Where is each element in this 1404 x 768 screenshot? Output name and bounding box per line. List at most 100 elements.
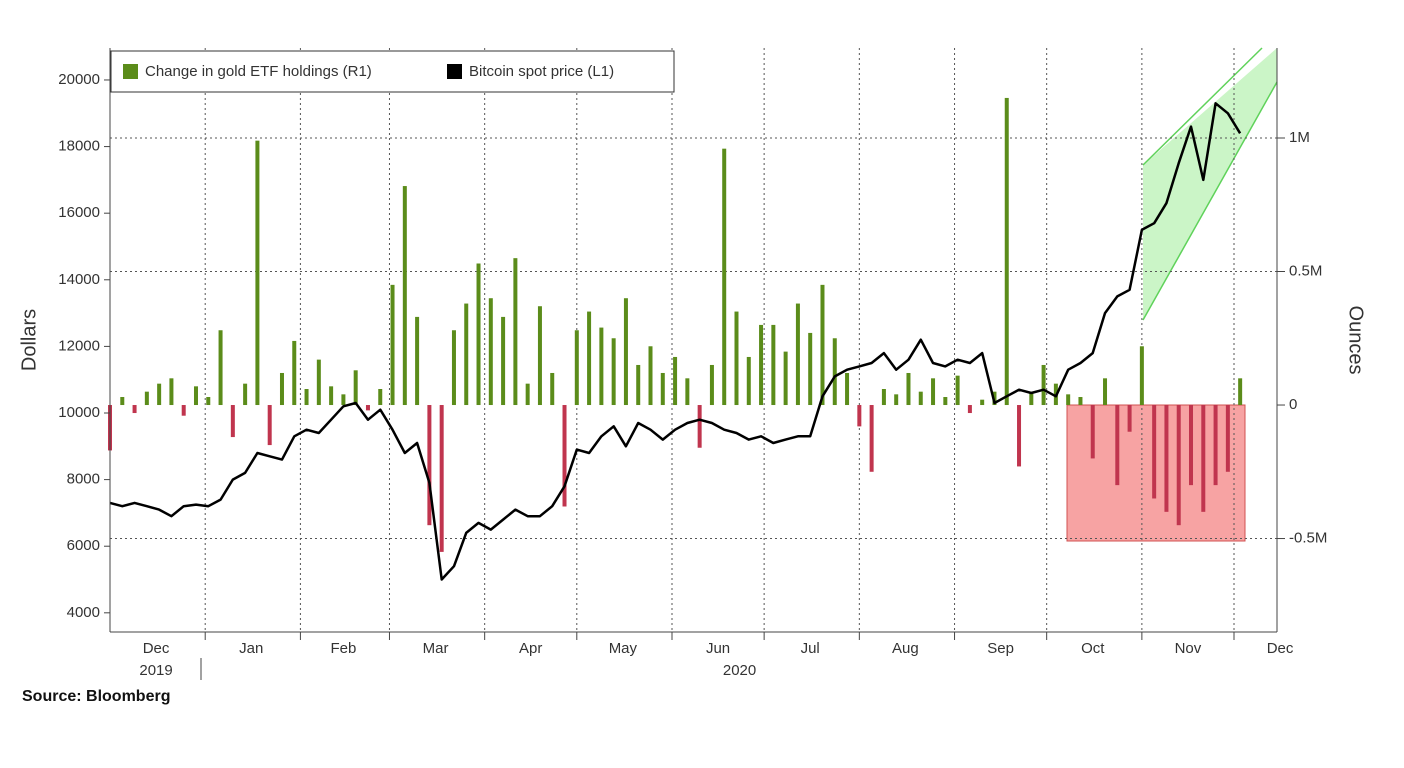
bar	[181, 405, 186, 416]
bar	[759, 324, 764, 406]
bar	[869, 405, 874, 472]
bar	[206, 397, 211, 406]
x-tick-label: Nov	[1175, 640, 1202, 657]
bar	[488, 298, 493, 406]
legend-swatch	[447, 64, 462, 79]
bar	[402, 186, 407, 406]
bar	[1041, 364, 1046, 406]
bar	[623, 298, 628, 406]
bar	[832, 338, 837, 406]
channel-upper	[1142, 47, 1263, 166]
bar	[1017, 405, 1022, 467]
bar	[967, 405, 972, 414]
bar	[144, 391, 149, 406]
bar	[746, 356, 751, 406]
bar	[255, 140, 260, 406]
green-channel	[1143, 48, 1277, 320]
y-tick-label: 4000	[67, 604, 100, 621]
bar	[1189, 405, 1194, 486]
source: Source: Bloomberg	[22, 688, 170, 705]
x-tick-label: Dec	[1267, 640, 1294, 657]
bar	[795, 303, 800, 406]
bar	[464, 303, 469, 406]
bar	[193, 386, 198, 406]
bar	[378, 389, 383, 406]
x-tick-label: Apr	[519, 640, 542, 657]
bar	[1127, 405, 1132, 432]
bar	[771, 324, 776, 406]
bar	[709, 364, 714, 406]
year-label: 2019	[139, 662, 172, 679]
bar	[820, 284, 825, 406]
bar	[427, 405, 432, 526]
bar	[1176, 405, 1181, 526]
bar	[1152, 405, 1157, 499]
bar	[1225, 405, 1230, 472]
bar	[365, 405, 370, 411]
x-tick-label: Dec	[143, 640, 170, 657]
bar	[1115, 405, 1120, 486]
bar	[292, 340, 297, 406]
y2-tick-label: 0	[1289, 396, 1297, 413]
bar	[894, 394, 899, 406]
bar	[648, 346, 653, 406]
bar	[316, 359, 321, 406]
legend-swatch	[123, 64, 138, 79]
bar	[1213, 405, 1218, 486]
bar	[660, 372, 665, 406]
y-tick-label: 12000	[58, 337, 100, 354]
bar	[1090, 405, 1095, 459]
bar	[304, 389, 309, 406]
bar	[451, 330, 456, 406]
bar	[550, 372, 555, 406]
bar	[267, 405, 272, 446]
bar	[697, 405, 702, 448]
y2-tick-label: 1M	[1289, 129, 1310, 146]
plot-area	[108, 48, 1277, 632]
bar	[685, 378, 690, 406]
bar	[636, 364, 641, 406]
x-tick-label: Oct	[1081, 640, 1105, 657]
bar	[513, 258, 518, 406]
bar	[881, 389, 886, 406]
bar	[1201, 405, 1206, 512]
bar	[329, 386, 334, 406]
bar	[132, 405, 137, 414]
bar	[722, 148, 727, 406]
bar	[906, 372, 911, 406]
legend-label: Bitcoin spot price (L1)	[469, 63, 614, 80]
bar	[857, 405, 862, 427]
x-tick-label: Mar	[423, 640, 449, 657]
bar	[783, 351, 788, 406]
x-tick-label: Jul	[801, 640, 820, 657]
y-tick-label: 20000	[58, 71, 100, 88]
x-tick-label: Sep	[987, 640, 1014, 657]
bar	[537, 306, 542, 406]
y-tick-label: 10000	[58, 404, 100, 421]
bar	[980, 399, 985, 406]
bar	[808, 332, 813, 406]
y2-axis-label: Ounces	[1345, 306, 1367, 375]
channel-lower	[1142, 81, 1278, 321]
bar	[587, 311, 592, 406]
bar	[1029, 391, 1034, 406]
legend-label: Change in gold ETF holdings (R1)	[145, 63, 372, 80]
x-tick-label: Feb	[330, 640, 356, 657]
bar	[1139, 346, 1144, 406]
bar	[599, 327, 604, 406]
y2-tick-label: 0.5M	[1289, 262, 1322, 279]
bar	[1103, 378, 1108, 406]
bar	[169, 378, 174, 406]
bar	[1066, 394, 1071, 406]
bar	[574, 330, 579, 406]
bar	[390, 284, 395, 406]
bar	[1004, 97, 1009, 406]
bar	[673, 356, 678, 406]
bar	[931, 378, 936, 406]
bar	[1238, 378, 1243, 406]
year-label: 2020	[723, 662, 756, 679]
y-tick-label: 18000	[58, 138, 100, 155]
bar	[918, 391, 923, 406]
y-tick-label: 8000	[67, 471, 100, 488]
